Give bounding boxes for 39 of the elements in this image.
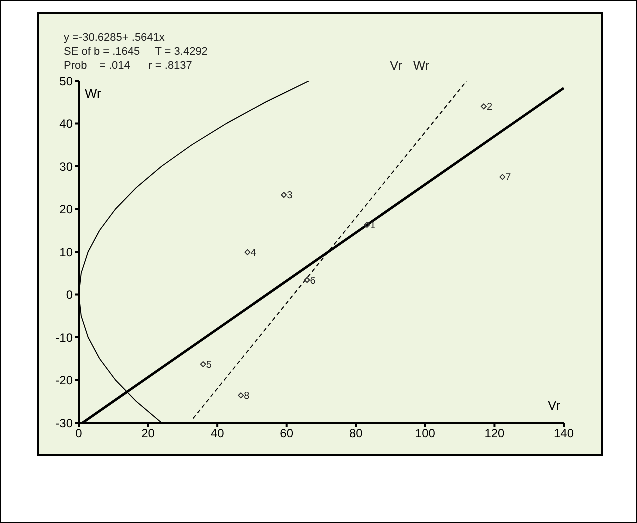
y-tick-label: 50 bbox=[60, 74, 74, 88]
y-tick-label: -10 bbox=[56, 330, 74, 345]
x-tick-label: 80 bbox=[349, 426, 364, 441]
y-tick-label: 0 bbox=[66, 288, 74, 302]
point bbox=[244, 249, 251, 256]
x-tick-label: 140 bbox=[554, 426, 574, 441]
y-tick-label: 10 bbox=[60, 245, 74, 260]
point bbox=[364, 222, 370, 228]
point bbox=[480, 104, 487, 110]
annotation: 8 bbox=[244, 391, 250, 402]
point bbox=[200, 361, 206, 368]
y-tick-label: 30 bbox=[60, 160, 74, 174]
x-tick-label: 100 bbox=[415, 426, 436, 441]
y-tick-label: 20 bbox=[60, 202, 74, 217]
y-tick-label: 40 bbox=[60, 117, 74, 132]
annotation: 7 bbox=[506, 172, 512, 184]
annotation: 6 bbox=[310, 276, 316, 287]
annotation: 2 bbox=[486, 102, 493, 114]
point bbox=[238, 392, 244, 399]
x-tick-label: 0 bbox=[76, 426, 83, 441]
text: y =-30.6285+ .5641x bbox=[64, 32, 165, 44]
annotation: 5 bbox=[206, 360, 212, 371]
y-tick-label: -30 bbox=[56, 416, 74, 430]
point bbox=[500, 174, 506, 180]
point bbox=[304, 277, 310, 284]
x-tick-label: 20 bbox=[142, 426, 156, 441]
y-axis-title: Wr bbox=[85, 86, 102, 101]
x-axis-title: Vr bbox=[548, 398, 561, 413]
point bbox=[281, 192, 288, 198]
y-tick-label: -20 bbox=[56, 374, 74, 388]
annotation: 4 bbox=[250, 248, 257, 259]
annotation: 3 bbox=[287, 190, 294, 202]
annotation: 1 bbox=[370, 220, 376, 232]
x-tick-label: 120 bbox=[484, 426, 506, 441]
x-tick-label: 60 bbox=[280, 426, 294, 441]
text: SE of b = .1645 T = 3.4292 bbox=[64, 46, 208, 58]
text: Prob = .014 r = .8137 bbox=[64, 60, 192, 72]
x-tick-label: 40 bbox=[210, 426, 225, 441]
text: Vr Wr bbox=[390, 58, 430, 73]
